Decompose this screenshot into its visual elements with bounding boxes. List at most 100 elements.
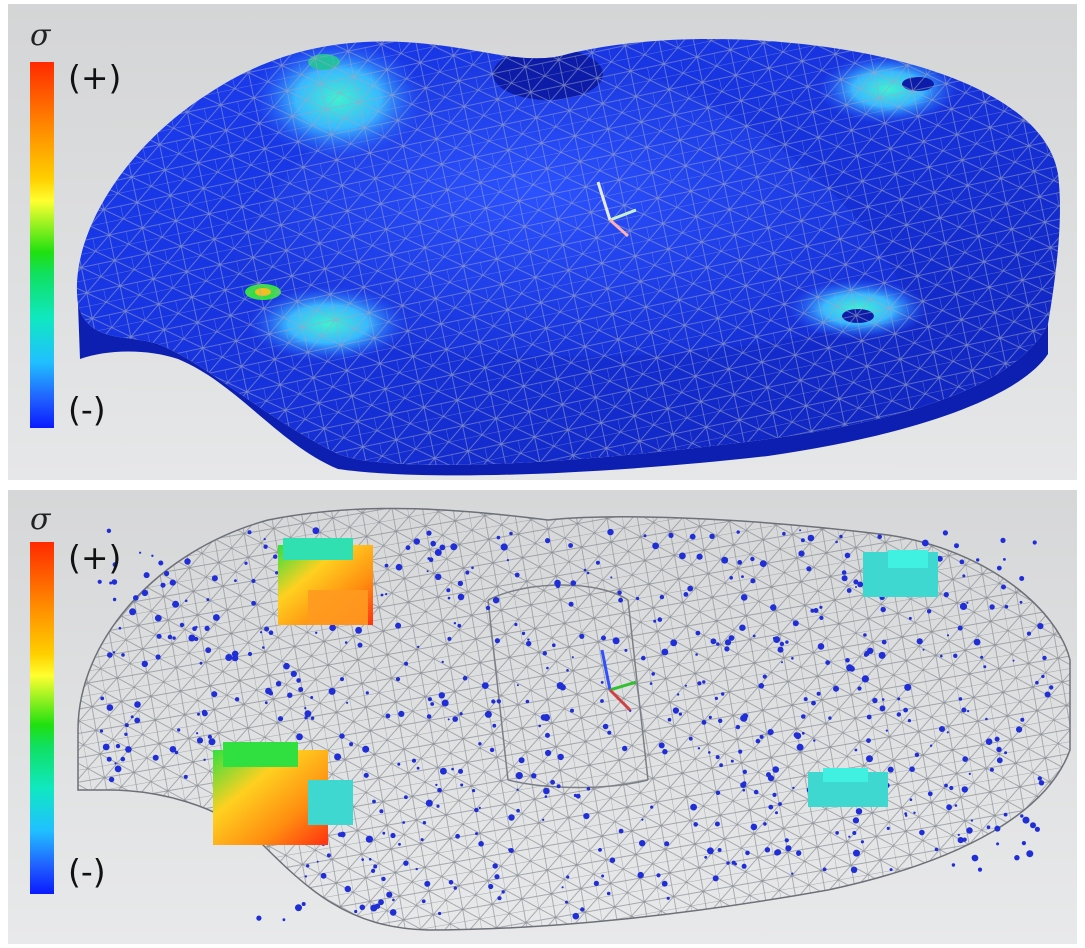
cloud-point xyxy=(430,540,437,547)
cloud-point xyxy=(130,715,134,719)
cloud-point xyxy=(339,831,346,838)
cloud-point xyxy=(855,586,857,588)
cloud-point xyxy=(164,570,170,577)
cloud-point xyxy=(403,860,409,866)
cloud-point xyxy=(196,737,204,744)
cloud-point xyxy=(774,849,782,856)
cloud-point xyxy=(803,697,808,702)
cloud-point xyxy=(521,631,526,636)
cloud-point xyxy=(739,624,746,631)
cloud-point xyxy=(390,832,396,839)
cloud-point xyxy=(441,660,444,664)
cloud-point xyxy=(994,736,1000,742)
cloud-point xyxy=(384,563,389,568)
cloud-point xyxy=(370,904,378,912)
cloud-point xyxy=(676,693,680,696)
cloud-point xyxy=(708,751,711,754)
cloud-point xyxy=(819,615,824,620)
cloud-point xyxy=(841,570,847,575)
pointcloud-stress-panel: σ (+) (-) xyxy=(8,490,1077,944)
cloud-point xyxy=(598,848,602,852)
cloud-point xyxy=(304,875,308,878)
cloud-point xyxy=(404,795,408,800)
cloud-point xyxy=(1037,623,1044,630)
cloud-point xyxy=(852,817,860,824)
cloud-point xyxy=(382,831,386,835)
cloud-point xyxy=(863,633,867,637)
cloud-point xyxy=(970,819,974,822)
cloud-point xyxy=(609,857,616,863)
cloud-point xyxy=(573,793,578,798)
cloud-point xyxy=(618,828,624,834)
cloud-point xyxy=(799,529,802,532)
cloud-point xyxy=(207,734,212,739)
cloud-point xyxy=(296,733,303,741)
cloud-point xyxy=(742,769,747,774)
cloud-point xyxy=(730,759,734,763)
cloud-point xyxy=(277,716,284,722)
cloud-point xyxy=(518,757,525,764)
cloud-point xyxy=(566,669,569,672)
cloud-point xyxy=(889,868,893,872)
cloud-point xyxy=(184,599,188,603)
cloud-point xyxy=(133,595,139,601)
cloud-point xyxy=(661,880,668,887)
cloud-point xyxy=(695,653,698,656)
cloud-point xyxy=(949,785,954,791)
hotspot-cluster-lower-right xyxy=(808,768,888,807)
cloud-point xyxy=(758,683,765,689)
cloud-point xyxy=(455,833,460,839)
cloud-point xyxy=(446,588,451,593)
cloud-point xyxy=(716,642,720,646)
cloud-point xyxy=(172,600,180,608)
cloud-point xyxy=(538,724,541,728)
cloud-point xyxy=(572,912,580,920)
cloud-point xyxy=(653,619,657,623)
cloud-point xyxy=(762,674,767,679)
cloud-point xyxy=(583,568,587,572)
cloud-point xyxy=(807,534,815,542)
cloud-point xyxy=(566,875,570,879)
cloud-point xyxy=(435,573,442,580)
cloud-point xyxy=(954,543,959,549)
cloud-point xyxy=(849,665,855,672)
cloud-point xyxy=(97,579,102,584)
cloud-point xyxy=(160,582,166,588)
cloud-point xyxy=(437,787,442,793)
cloud-point xyxy=(907,719,912,723)
cloud-point xyxy=(1019,600,1023,604)
cloud-point xyxy=(976,558,980,562)
cloud-point xyxy=(425,799,433,807)
cloud-point xyxy=(738,749,743,754)
cloud-point xyxy=(702,680,706,684)
cloud-point xyxy=(957,837,964,844)
cloud-point xyxy=(966,601,969,604)
cloud-point xyxy=(926,609,932,614)
cloud-point xyxy=(194,636,199,642)
cloud-point xyxy=(273,554,278,559)
cloud-point xyxy=(922,648,925,651)
cloud-point xyxy=(881,639,887,645)
cloud-point xyxy=(158,560,164,566)
cloud-point xyxy=(813,608,819,613)
cloud-point xyxy=(485,605,491,611)
cloud-point xyxy=(839,534,843,539)
cloud-point xyxy=(661,648,669,656)
cloud-point xyxy=(652,542,659,550)
cloud-point xyxy=(118,626,122,630)
cloud-point xyxy=(1037,776,1043,781)
cloud-point xyxy=(179,622,185,628)
cloud-point xyxy=(817,643,825,650)
cloud-point xyxy=(904,683,912,691)
cloud-point xyxy=(451,767,454,771)
cloud-point xyxy=(344,641,348,644)
cloud-point xyxy=(472,789,476,793)
cloud-point xyxy=(977,867,983,872)
cloud-point xyxy=(639,840,646,847)
cloud-point xyxy=(983,665,987,669)
cloud-point xyxy=(570,708,574,713)
cloud-point xyxy=(525,699,530,704)
cloud-point xyxy=(264,626,270,632)
cloud-point xyxy=(320,872,327,879)
cloud-point xyxy=(420,838,424,842)
